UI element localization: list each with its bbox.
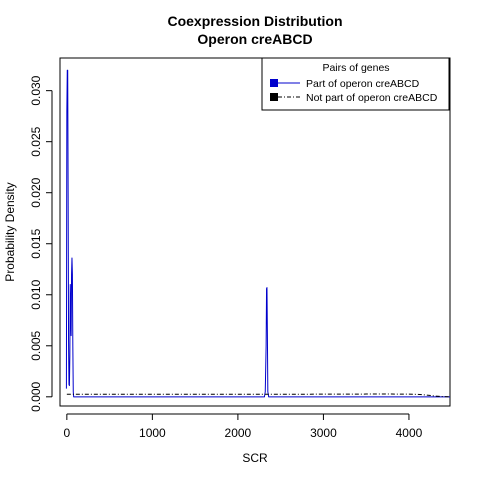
- x-tick-label: 4000: [396, 426, 423, 440]
- legend-swatch-part: [270, 79, 278, 87]
- plot-frame: [59, 57, 451, 407]
- plot-area: [59, 57, 451, 407]
- legend: Pairs of genes Part of operon creABCD No…: [261, 57, 450, 111]
- legend-swatch-not-part: [270, 93, 278, 101]
- legend-entry-part: Part of operon creABCD: [306, 78, 420, 90]
- y-tick-label: 0.030: [29, 75, 43, 105]
- y-tick-label: 0.020: [29, 177, 43, 207]
- y-tick-label: 0.005: [29, 330, 43, 360]
- x-tick-label: 0: [63, 426, 70, 440]
- y-axis-label: Probability Density: [3, 182, 17, 281]
- chart-title-line-1: Coexpression Distribution: [167, 13, 342, 29]
- legend-box: [261, 57, 450, 111]
- series-line-part-of-operon: [65, 69, 450, 398]
- legend-entry-not-part: Not part of operon creABCD: [306, 92, 438, 104]
- y-tick-label: 0.010: [29, 279, 43, 309]
- legend-title: Pairs of genes: [322, 62, 389, 74]
- x-axis-label: SCR: [242, 451, 268, 465]
- y-tick-label: 0.015: [29, 228, 43, 258]
- x-tick-label: 1000: [139, 426, 166, 440]
- y-axis: 0.000 0.005 0.010 0.015 0.020 0.025 0.030: [29, 75, 53, 412]
- x-axis: 0 1000 2000 3000 4000: [63, 413, 423, 440]
- x-tick-label: 3000: [310, 426, 337, 440]
- x-tick-label: 2000: [225, 426, 252, 440]
- chart-title-line-2: Operon creABCD: [197, 31, 312, 47]
- y-tick-label: 0.000: [29, 381, 43, 411]
- series-line-not-part-of-operon: [66, 393, 451, 398]
- y-tick-label: 0.025: [29, 126, 43, 156]
